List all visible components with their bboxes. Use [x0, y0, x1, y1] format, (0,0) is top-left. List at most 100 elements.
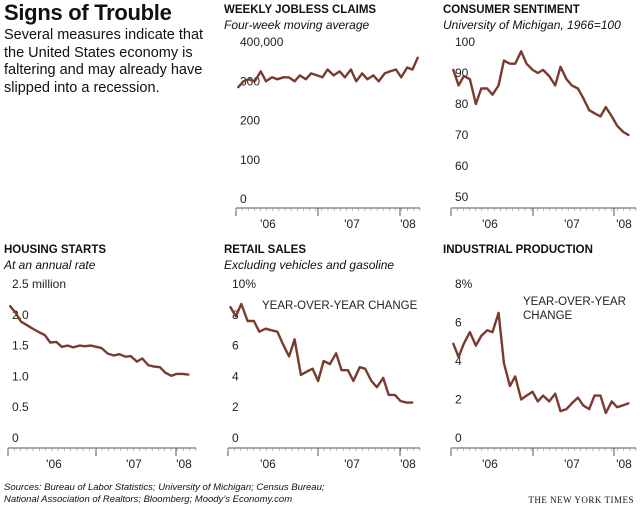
y-tick-label-industrial-1: 2 [455, 393, 462, 407]
x-tick-label-retail-1: '07 [344, 457, 360, 471]
data-point-sentiment-6 [486, 87, 488, 90]
x-tick-label-industrial-2: '08 [616, 457, 632, 471]
data-point-retail-27 [388, 394, 390, 396]
data-point-retail-10 [288, 355, 290, 357]
data-point-retail-17 [329, 363, 331, 365]
y-tick-label-sentiment-2: 70 [455, 128, 469, 142]
data-point-sentiment-30 [622, 131, 624, 133]
data-point-retail-22 [359, 366, 361, 368]
x-tick-label-housing-0: '06 [46, 457, 62, 471]
data-point-sentiment-16 [542, 69, 544, 71]
data-point-jobless-2 [248, 78, 250, 80]
y-tick-label-sentiment-3: 80 [455, 97, 469, 111]
data-point-retail-5 [258, 331, 260, 333]
data-point-sentiment-28 [611, 115, 613, 117]
data-point-industrial-31 [627, 402, 630, 404]
y-tick-label-housing-1: 0.5 [12, 400, 29, 414]
data-point-industrial-27 [605, 412, 607, 414]
data-point-retail-19 [341, 369, 343, 371]
data-point-industrial-29 [616, 406, 618, 408]
data-point-industrial-28 [611, 400, 613, 402]
data-point-jobless-23 [366, 78, 368, 80]
data-point-jobless-32 [417, 57, 419, 59]
data-point-jobless-21 [355, 80, 357, 82]
data-point-sentiment-11 [514, 63, 516, 65]
data-point-retail-3 [247, 320, 249, 322]
data-point-retail-18 [335, 352, 337, 354]
x-tick-label-retail-0: '06 [260, 457, 276, 471]
y-tick-label-housing-4: 2.0 [12, 308, 29, 322]
credit: THE NEW YORK TIMES [528, 495, 634, 505]
data-point-housing-5 [38, 331, 40, 333]
data-point-industrial-30 [622, 404, 624, 406]
x-tick-label-sentiment-2: '08 [616, 217, 632, 231]
data-point-retail-0 [229, 306, 231, 308]
data-point-jobless-16 [327, 68, 329, 71]
data-point-sentiment-7 [491, 94, 494, 96]
data-point-sentiment-31 [627, 134, 630, 136]
data-point-housing-25 [153, 365, 155, 368]
data-point-sentiment-23 [582, 97, 584, 99]
series-line-retail [229, 302, 414, 404]
data-point-housing-8 [55, 341, 57, 343]
data-point-jobless-27 [389, 70, 391, 72]
x-tick-label-sentiment-0: '06 [482, 217, 498, 231]
data-point-jobless-7 [276, 78, 278, 80]
data-point-sentiment-29 [616, 125, 618, 127]
data-point-industrial-16 [542, 395, 544, 397]
data-point-industrial-10 [509, 385, 511, 387]
data-point-sentiment-10 [509, 63, 511, 65]
data-point-jobless-4 [260, 70, 262, 72]
y-tick-label-retail-1: 2 [232, 400, 239, 414]
data-point-industrial-3 [469, 331, 471, 333]
data-point-housing-20 [124, 356, 126, 358]
x-tick-label-industrial-1: '07 [564, 457, 580, 471]
data-point-jobless-24 [372, 74, 374, 76]
data-point-sentiment-5 [480, 87, 482, 90]
y-tick-label-sentiment-5: 100 [455, 35, 475, 49]
data-point-housing-13 [84, 345, 86, 347]
y-tick-label-industrial-3: 6 [455, 316, 462, 330]
data-point-industrial-24 [588, 408, 590, 410]
data-point-retail-20 [347, 369, 349, 371]
data-point-retail-13 [305, 371, 307, 373]
y-tick-label-housing-5: 2.5 million [12, 277, 66, 291]
data-point-housing-2 [20, 321, 22, 323]
data-point-jobless-15 [321, 76, 323, 78]
y-tick-label-retail-5: 10% [232, 277, 256, 291]
chart-title-retail: RETAIL SALES [224, 244, 306, 256]
data-point-jobless-20 [350, 68, 352, 71]
intro-text: Several measures indicate that the Unite… [4, 27, 204, 96]
y-tick-label-housing-2: 1.0 [12, 369, 29, 383]
y-tick-label-housing-0: 0 [12, 431, 19, 445]
sources-note: Sources: Bureau of Labor Statistics; Uni… [4, 482, 325, 506]
data-point-jobless-9 [288, 76, 290, 78]
data-point-jobless-19 [344, 76, 346, 78]
data-point-jobless-26 [384, 72, 386, 74]
chart-title-sentiment: CONSUMER SENTIMENT [443, 4, 580, 16]
data-point-industrial-18 [554, 393, 556, 395]
data-point-retail-30 [406, 402, 408, 404]
data-point-sentiment-20 [565, 78, 568, 80]
data-point-housing-1 [15, 312, 17, 314]
y-tick-label-sentiment-0: 50 [455, 190, 469, 204]
data-point-housing-21 [130, 355, 132, 357]
data-point-sentiment-24 [588, 109, 590, 111]
data-point-jobless-13 [310, 72, 312, 74]
page-title: Signs of Trouble [4, 0, 172, 25]
x-tick-label-industrial-0: '06 [482, 457, 498, 471]
data-point-retail-15 [317, 380, 319, 382]
data-point-housing-3 [26, 324, 28, 326]
data-point-industrial-21 [571, 402, 573, 404]
data-point-sentiment-4 [475, 103, 477, 105]
data-point-jobless-8 [282, 76, 284, 78]
data-point-sentiment-22 [577, 87, 579, 90]
y-tick-label-industrial-4: 8% [455, 277, 473, 291]
series-line-jobless [237, 56, 419, 89]
data-point-jobless-6 [271, 76, 273, 78]
data-point-industrial-9 [503, 362, 505, 364]
data-point-retail-24 [370, 380, 372, 382]
data-point-retail-1 [235, 315, 237, 317]
data-point-sentiment-25 [593, 112, 596, 114]
